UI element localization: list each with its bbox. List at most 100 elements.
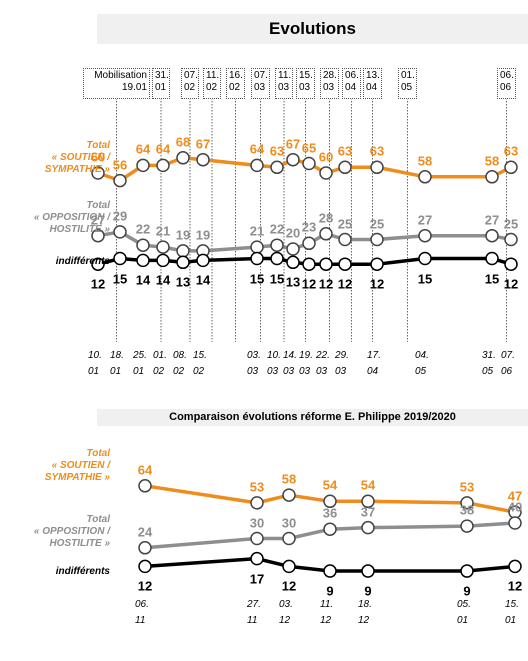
x-tick-label: 18. 12	[358, 599, 372, 626]
x-tick-label: 19. 03	[299, 350, 313, 377]
data-label: 65	[301, 140, 317, 155]
data-point	[361, 564, 375, 578]
data-point	[91, 257, 105, 271]
data-label: 54	[322, 477, 338, 493]
data-label: 67	[285, 136, 301, 152]
data-point	[418, 251, 432, 266]
x-tick-label: 31. 05	[482, 350, 496, 377]
x-tick-label: 04. 05	[415, 350, 429, 377]
series-label: Total « SOUTIEN / SYMPATHIE »	[44, 448, 110, 483]
data-label: 12	[503, 276, 519, 292]
data-point	[286, 152, 300, 167]
data-label: 22	[135, 221, 151, 237]
data-point	[323, 494, 337, 509]
data-label: 64	[135, 141, 151, 157]
data-point	[485, 228, 499, 243]
data-point	[508, 516, 522, 530]
series-label: Total « SOUTIEN / SYMPATHIE »	[44, 140, 110, 175]
data-point	[286, 255, 300, 270]
data-label: 12	[281, 578, 297, 594]
data-point	[91, 166, 105, 180]
series-line	[97, 256, 512, 266]
data-point	[250, 496, 264, 510]
data-point	[250, 531, 264, 546]
data-point	[113, 173, 127, 188]
x-tick-label: 03. 12	[279, 599, 293, 626]
x-tick-label: 10. 03	[267, 350, 281, 377]
data-point	[485, 170, 499, 184]
data-label: 15	[112, 271, 128, 286]
data-label: 68	[175, 134, 191, 150]
data-point	[370, 232, 384, 247]
x-tick-label: 17. 04	[367, 350, 381, 377]
data-label: 9	[364, 583, 372, 599]
title-bar	[97, 409, 528, 426]
x-tick-label: 03. 03	[247, 350, 261, 377]
data-label: 13	[285, 274, 301, 290]
data-label: 25	[369, 216, 385, 231]
data-label: 9	[463, 583, 471, 599]
data-label: 12	[507, 578, 523, 594]
data-label: 67	[195, 136, 211, 152]
data-point	[136, 253, 150, 268]
annotation: 28. 03	[320, 68, 339, 99]
data-label: 13	[175, 274, 191, 290]
data-label: 58	[281, 471, 297, 487]
data-label: 60	[90, 149, 106, 165]
annotation: 07. 02	[181, 68, 199, 99]
data-label: 40	[507, 499, 523, 515]
data-label: 19	[195, 227, 211, 243]
data-label: 53	[249, 479, 265, 495]
data-point	[196, 253, 210, 268]
data-label: 12	[137, 578, 153, 594]
x-tick-label: 15. 02	[193, 350, 207, 377]
annotation: 15. 03	[296, 68, 315, 99]
data-label: 15	[484, 271, 500, 286]
data-label: 58	[417, 153, 433, 169]
series-line	[97, 230, 512, 253]
annotation: 06. 04	[342, 68, 361, 99]
data-label: 12	[301, 276, 317, 292]
data-point	[361, 520, 375, 535]
data-point	[270, 251, 284, 266]
data-point	[138, 559, 152, 574]
data-point	[302, 236, 316, 251]
data-point	[370, 160, 384, 175]
data-label: 22	[269, 221, 285, 237]
x-tick-label: 10. 01	[88, 350, 102, 377]
data-point	[282, 531, 296, 546]
series-label: Total « OPPOSITION / HOSTILITE »	[33, 200, 110, 235]
x-tick-label: 22. 03	[316, 350, 330, 377]
data-label: 21	[155, 223, 171, 239]
data-point	[156, 158, 170, 173]
data-point	[250, 551, 264, 566]
data-label: 56	[112, 157, 128, 173]
data-label: 37	[360, 504, 376, 520]
series-label: indifférents	[55, 566, 110, 577]
x-tick-label: 27. 11	[247, 599, 261, 626]
data-label: 27	[417, 212, 433, 228]
data-label: 30	[249, 515, 265, 530]
data-point	[370, 257, 384, 271]
data-point	[250, 240, 264, 254]
data-label: 29	[112, 208, 128, 224]
data-point	[323, 564, 337, 578]
annotation: 07. 03	[251, 68, 270, 99]
x-tick-label: 05. 01	[457, 599, 471, 626]
annotation: 06. 06	[497, 68, 516, 99]
data-label: 24	[137, 524, 153, 540]
data-label: 15	[249, 271, 265, 286]
data-point	[113, 251, 127, 266]
data-point	[176, 151, 190, 165]
x-tick-label: 18. 01	[110, 350, 124, 377]
data-label: 27	[90, 212, 106, 228]
data-label: 63	[369, 143, 385, 159]
data-label: 14	[195, 272, 211, 288]
data-label: 53	[459, 479, 475, 495]
data-point	[504, 257, 518, 271]
data-point	[250, 251, 264, 266]
data-point	[156, 240, 170, 254]
data-point	[460, 519, 474, 533]
x-tick-label: 15. 01	[505, 599, 519, 626]
